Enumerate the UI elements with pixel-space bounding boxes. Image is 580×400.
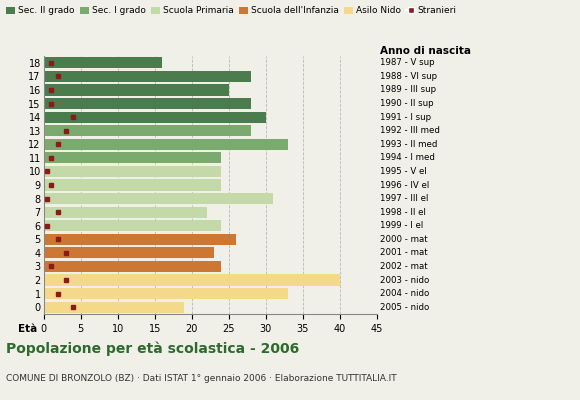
Text: 2003 - nido: 2003 - nido: [380, 276, 429, 284]
Bar: [44, 112, 266, 123]
Bar: [44, 234, 236, 245]
Bar: [44, 220, 222, 231]
Bar: [44, 152, 222, 164]
Text: Età: Età: [19, 324, 38, 334]
Bar: [44, 98, 251, 109]
Bar: [44, 166, 222, 177]
Text: COMUNE DI BRONZOLO (BZ) · Dati ISTAT 1° gennaio 2006 · Elaborazione TUTTITALIA.I: COMUNE DI BRONZOLO (BZ) · Dati ISTAT 1° …: [6, 374, 396, 383]
Text: 1992 - III med: 1992 - III med: [380, 126, 440, 135]
Bar: [44, 261, 222, 272]
Bar: [44, 247, 214, 258]
Text: 2005 - nido: 2005 - nido: [380, 303, 429, 312]
Text: Anno di nascita: Anno di nascita: [380, 46, 471, 56]
Text: 1993 - II med: 1993 - II med: [380, 140, 437, 149]
Text: 1987 - V sup: 1987 - V sup: [380, 58, 434, 67]
Text: 1990 - II sup: 1990 - II sup: [380, 99, 434, 108]
Bar: [44, 139, 288, 150]
Bar: [44, 206, 206, 218]
Text: 1996 - IV el: 1996 - IV el: [380, 180, 429, 190]
Text: 1995 - V el: 1995 - V el: [380, 167, 427, 176]
Text: 1998 - II el: 1998 - II el: [380, 208, 426, 217]
Bar: [44, 180, 222, 190]
Bar: [44, 274, 340, 286]
Bar: [44, 71, 251, 82]
Bar: [44, 302, 184, 313]
Text: 1991 - I sup: 1991 - I sup: [380, 113, 431, 122]
Bar: [44, 288, 288, 299]
Text: 2001 - mat: 2001 - mat: [380, 248, 427, 257]
Bar: [44, 125, 251, 136]
Text: 1989 - III sup: 1989 - III sup: [380, 86, 436, 94]
Text: 1988 - VI sup: 1988 - VI sup: [380, 72, 437, 81]
Bar: [44, 84, 229, 96]
Text: Popolazione per età scolastica - 2006: Popolazione per età scolastica - 2006: [6, 342, 299, 356]
Text: 2004 - nido: 2004 - nido: [380, 289, 429, 298]
Text: 2000 - mat: 2000 - mat: [380, 235, 427, 244]
Bar: [44, 57, 162, 68]
Text: 2002 - mat: 2002 - mat: [380, 262, 427, 271]
Legend: Sec. II grado, Sec. I grado, Scuola Primaria, Scuola dell'Infanzia, Asilo Nido, : Sec. II grado, Sec. I grado, Scuola Prim…: [5, 4, 459, 17]
Text: 1999 - I el: 1999 - I el: [380, 221, 423, 230]
Bar: [44, 193, 273, 204]
Text: 1997 - III el: 1997 - III el: [380, 194, 428, 203]
Text: 1994 - I med: 1994 - I med: [380, 153, 435, 162]
